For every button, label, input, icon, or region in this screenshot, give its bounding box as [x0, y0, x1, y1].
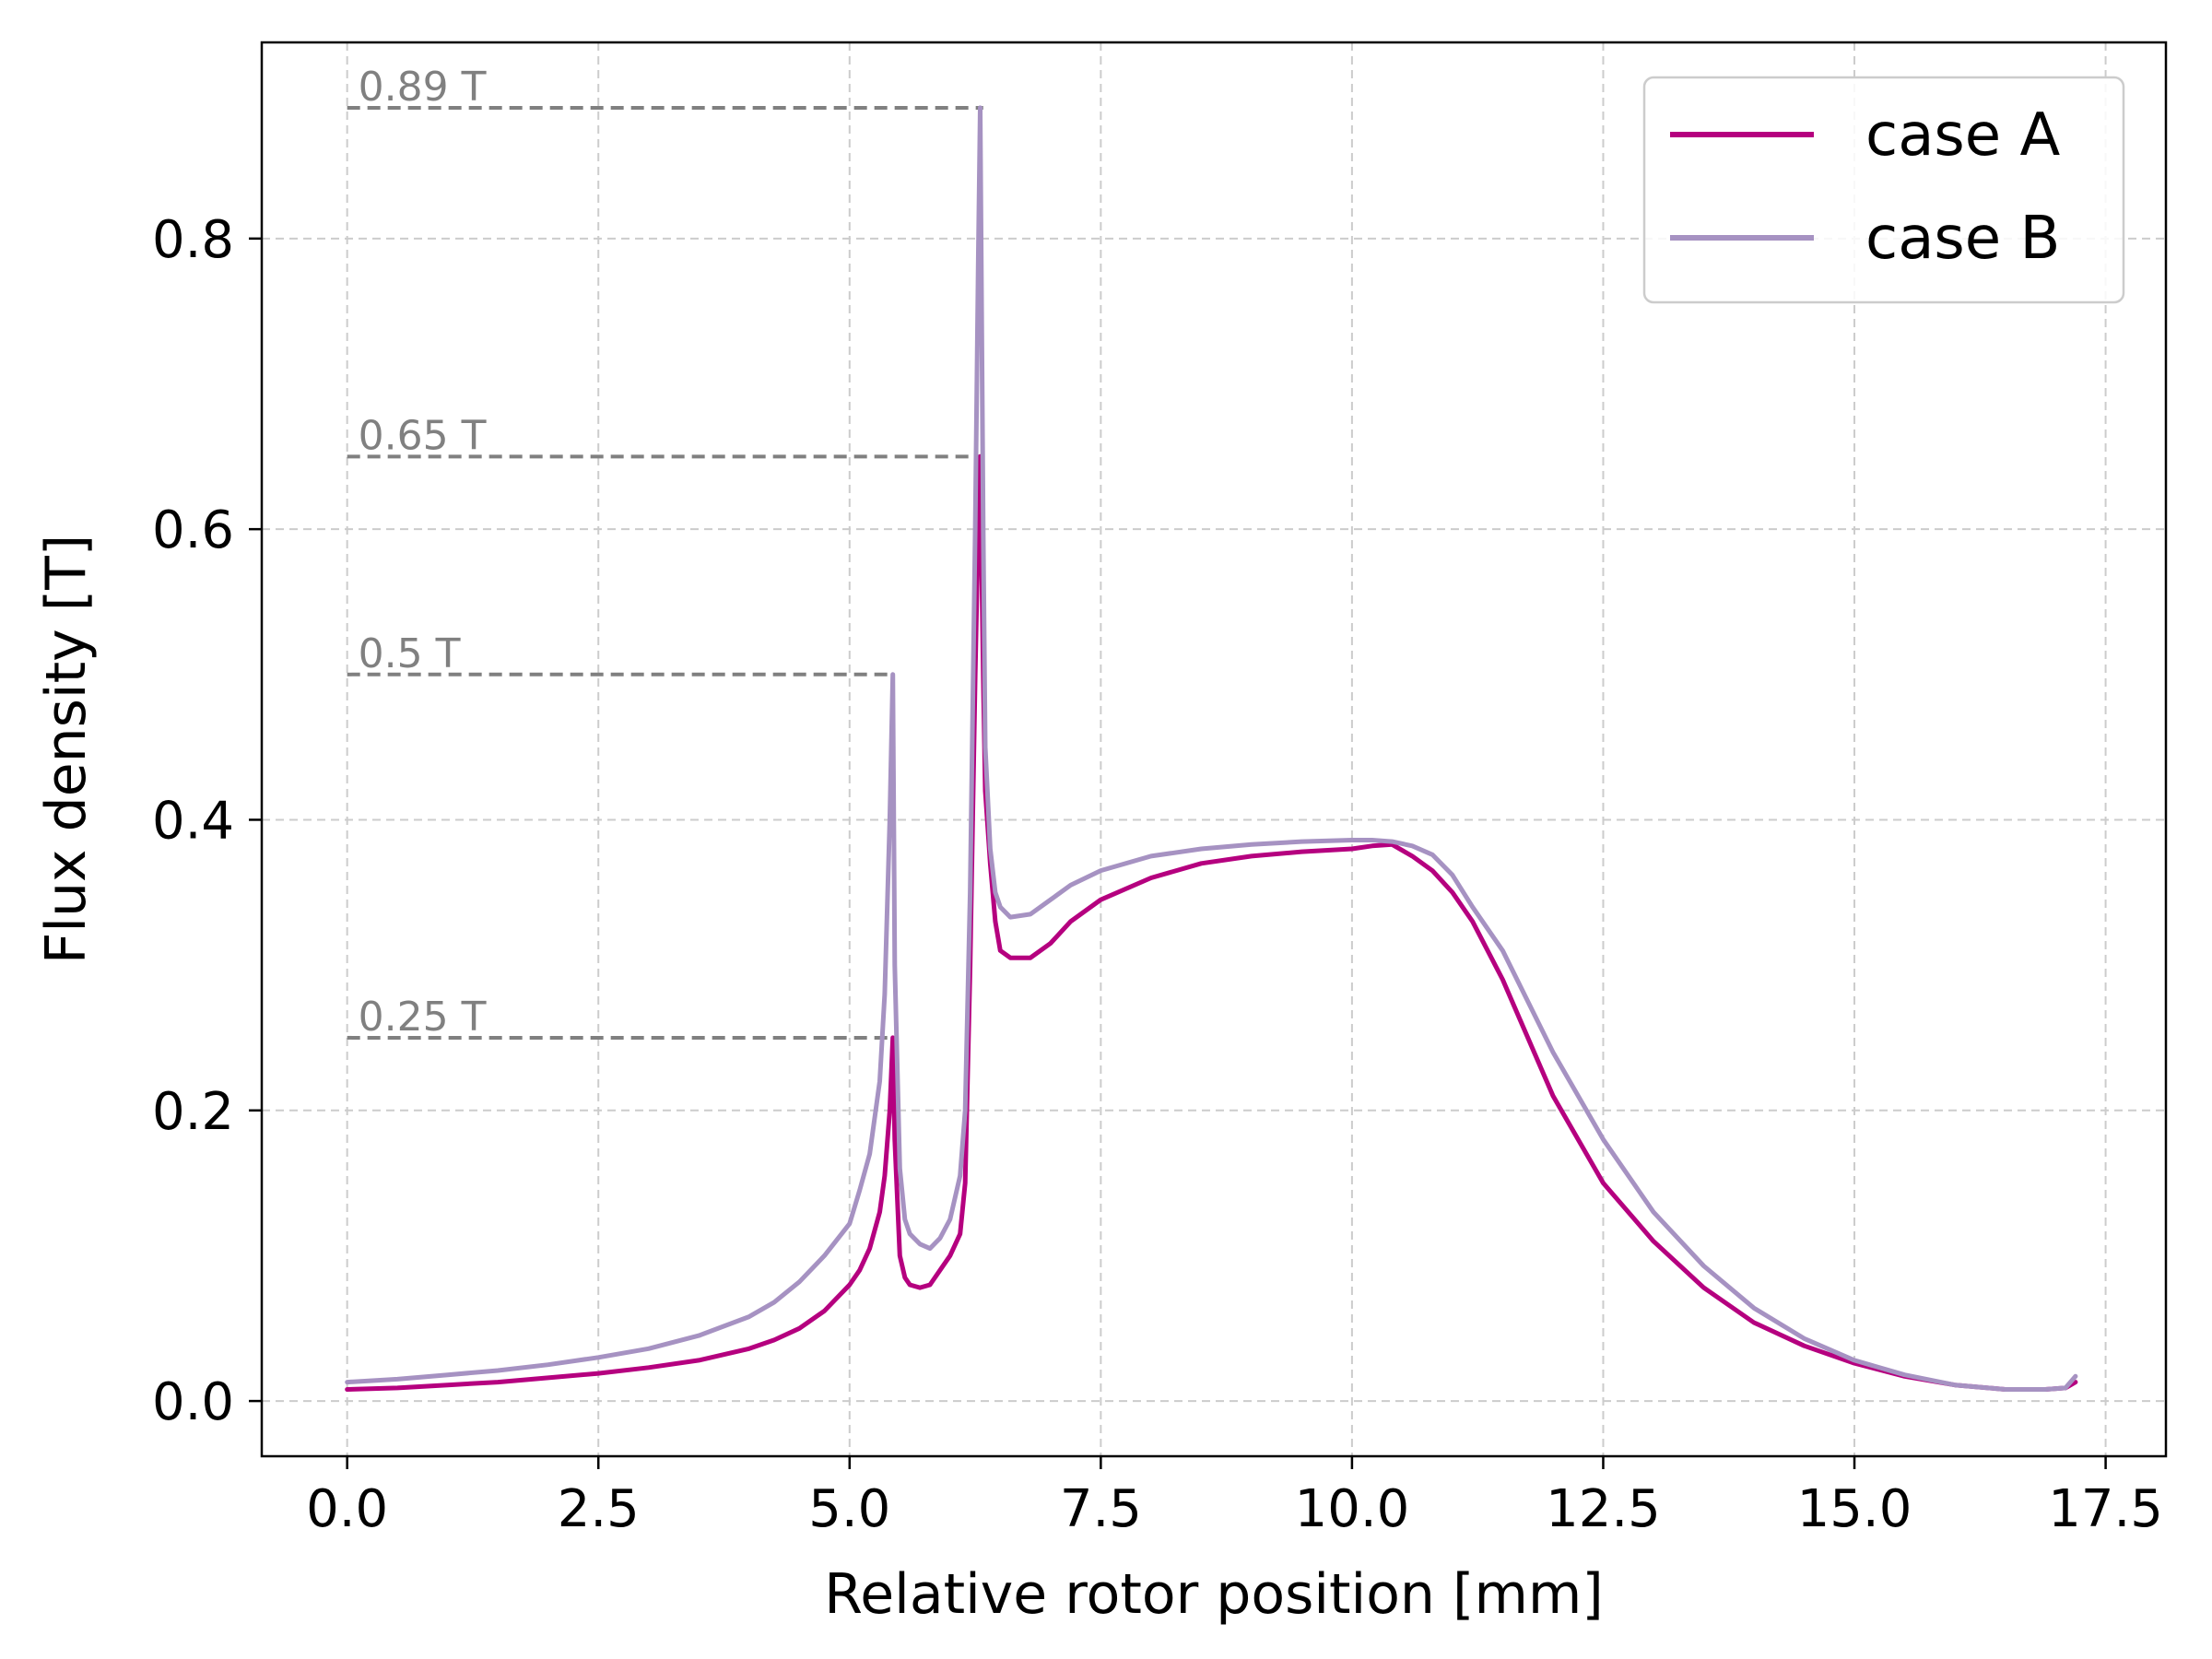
reference-label: 0.65 T: [359, 412, 487, 459]
y-axis-label: Flux density [T]: [34, 535, 99, 964]
y-tick-label: 0.4: [152, 791, 234, 851]
reference-label: 0.5 T: [359, 630, 461, 677]
x-tick-label: 2.5: [558, 1479, 640, 1539]
x-axis-ticks: 0.0 2.5 5.0 7.5 10.0 12.5 15.0 17.5: [306, 1456, 2163, 1539]
reference-label: 0.25 T: [359, 994, 487, 1041]
x-axis-label: Relative rotor position [mm]: [824, 1562, 1604, 1627]
y-tick-label: 0.8: [152, 210, 234, 270]
x-tick-label: 0.0: [306, 1479, 388, 1539]
series-line-case-a: [345, 453, 2078, 1392]
x-tick-label: 10.0: [1295, 1479, 1410, 1539]
x-tick-label: 5.0: [808, 1479, 890, 1539]
x-tick-label: 7.5: [1060, 1479, 1142, 1539]
series-lines: [345, 105, 2078, 1392]
reference-label: 0.89 T: [359, 64, 487, 111]
y-tick-label: 0.6: [152, 500, 234, 560]
legend-label: case B: [1865, 205, 2060, 273]
legend: case A case B: [1642, 76, 2125, 304]
legend-label: case A: [1865, 101, 2060, 170]
y-tick-label: 0.2: [152, 1082, 234, 1142]
x-tick-label: 17.5: [2048, 1479, 2163, 1539]
series-line-case-b: [345, 105, 2078, 1392]
y-tick-label: 0.0: [152, 1372, 234, 1432]
reference-lines: 0.89 T 0.65 T 0.5 T 0.25 T: [347, 64, 983, 1041]
x-tick-label: 15.0: [1797, 1479, 1912, 1539]
y-axis-ticks: 0.0 0.2 0.4 0.6 0.8: [152, 210, 262, 1432]
x-tick-label: 12.5: [1546, 1479, 1661, 1539]
plot-frame: [260, 41, 2168, 1458]
